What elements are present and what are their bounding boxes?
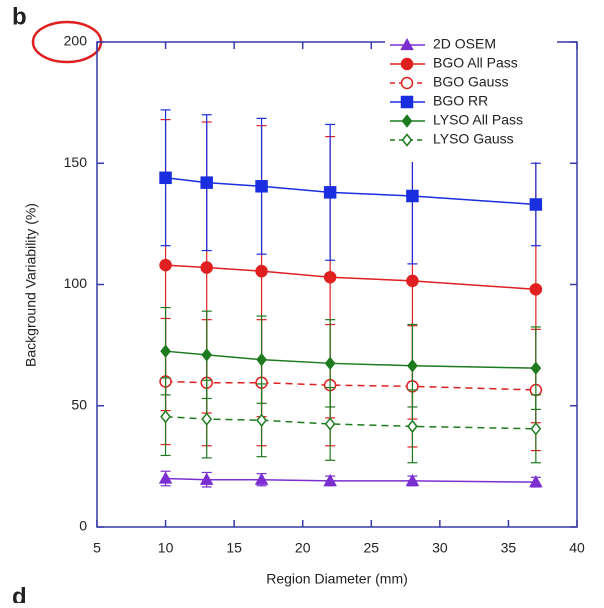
data-point [406,189,419,203]
x-tick-label: 40 [569,540,585,556]
x-tick-label: 5 [93,540,101,556]
legend-label: LYSO Gauss [433,131,514,147]
x-tick-label: 30 [432,540,448,556]
legend-marker [400,37,414,51]
data-point [160,344,171,358]
legend-label: BGO RR [433,93,488,109]
data-point [405,473,420,487]
series-line [165,177,536,206]
data-point [529,475,543,488]
legend-marker [400,57,414,71]
y-tick-label: 0 [79,518,87,534]
data-point [200,176,213,189]
legend-marker [400,95,414,109]
x-axis-title: Region Diameter (mm) [266,571,408,587]
data-point [159,258,172,272]
data-point [201,412,213,426]
data-point [324,417,336,431]
series-line [165,415,536,430]
data-point [324,356,336,371]
legend-marker [401,114,413,128]
legend-marker [401,133,413,147]
data-point [323,473,337,487]
legend-box [385,40,557,162]
series-line [165,380,536,391]
series-line [165,477,536,483]
data-point [406,274,419,288]
data-point [407,359,418,373]
x-tick-label: 15 [226,540,242,556]
legend-label: LYSO All Pass [433,112,523,128]
y-tick-label: 100 [64,275,88,291]
data-point [530,422,542,436]
data-point [323,270,337,284]
y-tick-label: 50 [71,396,87,412]
legend-marker [400,76,414,90]
data-point [200,261,213,274]
data-point [407,419,418,434]
legend-label: BGO Gauss [433,74,508,90]
x-tick-label: 35 [501,540,517,556]
data-point [159,171,172,185]
legend-label: 2D OSEM [433,36,496,52]
y-tick-label: 150 [64,154,88,170]
data-point [256,352,267,367]
panel-label: b [12,3,27,30]
data-point [255,180,268,193]
data-point [529,198,543,211]
data-point [160,409,171,424]
data-point [530,361,542,375]
data-point [254,472,269,485]
data-point [256,413,267,428]
legend-label: BGO All Pass [433,55,518,71]
y-axis-title: Background Variability (%) [23,203,39,367]
data-point [201,348,213,362]
series-line [165,264,536,291]
x-tick-label: 10 [158,540,174,556]
series-line [165,350,536,369]
data-point [255,264,268,278]
y-tick-label: 200 [64,33,88,49]
data-point [529,283,543,296]
panel-label: d [12,583,27,603]
x-tick-label: 25 [363,540,379,556]
data-point [323,186,337,199]
data-point [158,471,173,484]
data-point [199,472,214,485]
x-tick-label: 20 [295,540,311,556]
